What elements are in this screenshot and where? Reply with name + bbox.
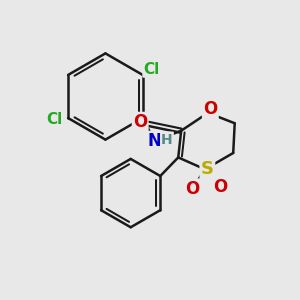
Text: H: H: [161, 133, 173, 147]
Text: O: O: [203, 100, 218, 118]
Text: O: O: [133, 113, 147, 131]
Text: Cl: Cl: [46, 112, 63, 127]
Text: O: O: [213, 178, 228, 196]
Text: S: S: [201, 160, 214, 178]
Text: N: N: [148, 132, 161, 150]
Text: Cl: Cl: [143, 61, 160, 76]
Text: O: O: [185, 180, 200, 198]
